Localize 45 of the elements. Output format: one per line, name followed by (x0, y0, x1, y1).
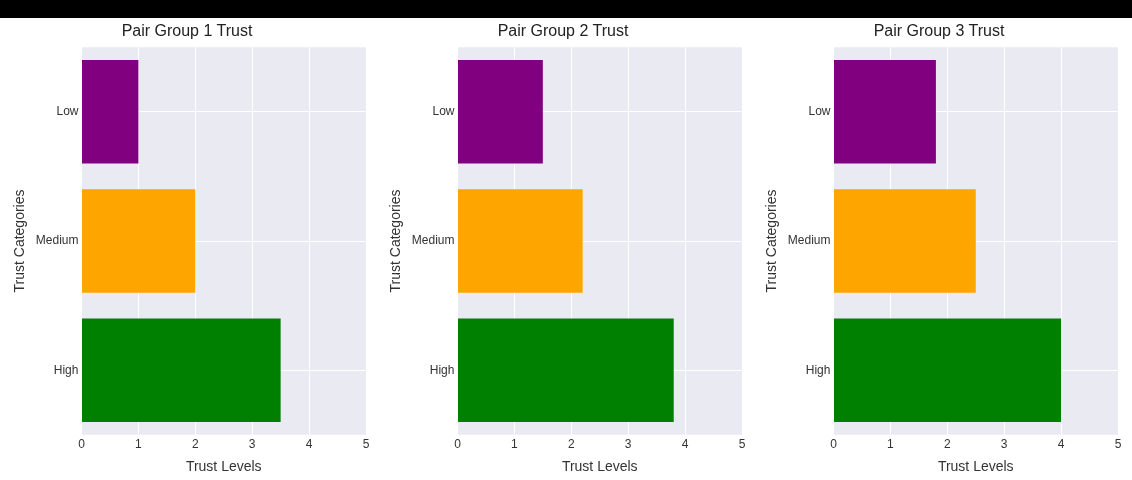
bar (457, 318, 674, 422)
x-tick-label: 5 (362, 437, 370, 452)
y-tick-label: Medium (35, 233, 79, 248)
x-tick-label: 5 (1114, 437, 1122, 452)
x-tick-label: 3 (1000, 437, 1008, 452)
x-axis-title: Trust Levels (937, 458, 1014, 475)
chart-title: Pair Group 2 Trust (497, 22, 629, 40)
chart-title: Pair Group 3 Trust (873, 22, 1005, 40)
bar (833, 318, 1062, 422)
y-axis-title: Trust Categories (11, 189, 28, 293)
y-axis-title: Trust Categories (387, 189, 404, 293)
x-tick-label: 1 (511, 437, 519, 452)
y-axis-title: Trust Categories (763, 189, 780, 293)
y-tick-label: High (53, 362, 79, 377)
bar (81, 60, 139, 164)
x-tick-label: 0 (454, 437, 462, 452)
x-axis-title: Trust Levels (185, 458, 262, 475)
y-tick-label: Medium (787, 233, 831, 248)
y-tick-label: Medium (411, 233, 455, 248)
y-tick-label: Low (808, 104, 831, 119)
y-tick-label: Low (432, 104, 455, 119)
x-axis-title: Trust Levels (561, 458, 638, 475)
x-tick-label: 4 (1057, 437, 1065, 452)
bar (833, 189, 976, 293)
x-tick-label: 5 (738, 437, 746, 452)
y-tick-label: High (805, 362, 831, 377)
bar (81, 189, 196, 293)
bar (457, 189, 583, 293)
bar (81, 318, 281, 422)
x-tick-label: 4 (681, 437, 689, 452)
bar (457, 60, 543, 164)
x-tick-label: 2 (943, 437, 951, 452)
chart-title: Pair Group 1 Trust (121, 22, 253, 40)
y-tick-label: High (429, 362, 455, 377)
bar (833, 60, 936, 164)
y-tick-label: Low (56, 104, 79, 119)
x-tick-label: 1 (887, 437, 895, 452)
x-tick-label: 3 (248, 437, 256, 452)
x-tick-label: 0 (78, 437, 86, 452)
x-tick-label: 1 (135, 437, 143, 452)
x-tick-label: 3 (624, 437, 632, 452)
x-tick-label: 4 (305, 437, 313, 452)
x-tick-label: 2 (567, 437, 575, 452)
x-tick-label: 2 (191, 437, 199, 452)
x-tick-label: 0 (830, 437, 838, 452)
